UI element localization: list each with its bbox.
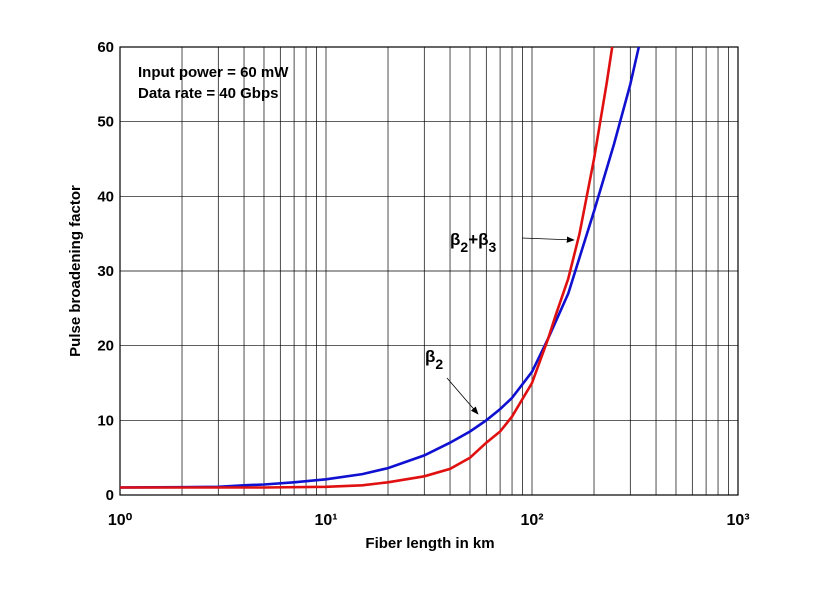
series-label-part: +β xyxy=(468,230,488,249)
series-line xyxy=(120,46,614,489)
y-tick-label: 30 xyxy=(97,263,114,280)
series-label: β2+β3 xyxy=(450,230,497,255)
series-label-part: β xyxy=(450,230,460,249)
y-tick-label: 0 xyxy=(106,487,114,504)
x-tick-label: 10¹ xyxy=(314,512,337,529)
y-axis-label: Pulse broadening factor xyxy=(67,185,84,357)
y-tick-label: 40 xyxy=(97,188,114,205)
annotation-arrow xyxy=(446,377,479,415)
x-tick-label: 10⁰ xyxy=(108,512,133,529)
annotation: Input power = 60 mW xyxy=(138,64,289,81)
series-line xyxy=(119,46,641,489)
y-tick-label: 20 xyxy=(97,338,114,355)
annotation: Data rate = 40 Gbps xyxy=(138,85,278,102)
series-label-part: 2 xyxy=(460,239,468,255)
series-label-part: β xyxy=(425,347,435,366)
plot-frame xyxy=(119,46,739,496)
series-label-part: 3 xyxy=(489,239,497,255)
series-label: β2 xyxy=(425,347,443,372)
y-tick-label: 10 xyxy=(97,412,114,429)
x-axis-label: Fiber length in km xyxy=(365,535,494,552)
x-tick-label: 10² xyxy=(520,512,543,529)
annotation-arrow xyxy=(521,236,575,243)
y-tick-label: 60 xyxy=(97,39,114,56)
series-label-part: 2 xyxy=(435,356,443,372)
x-tick-label: 10³ xyxy=(726,512,749,529)
y-tick-label: 50 xyxy=(97,114,114,131)
